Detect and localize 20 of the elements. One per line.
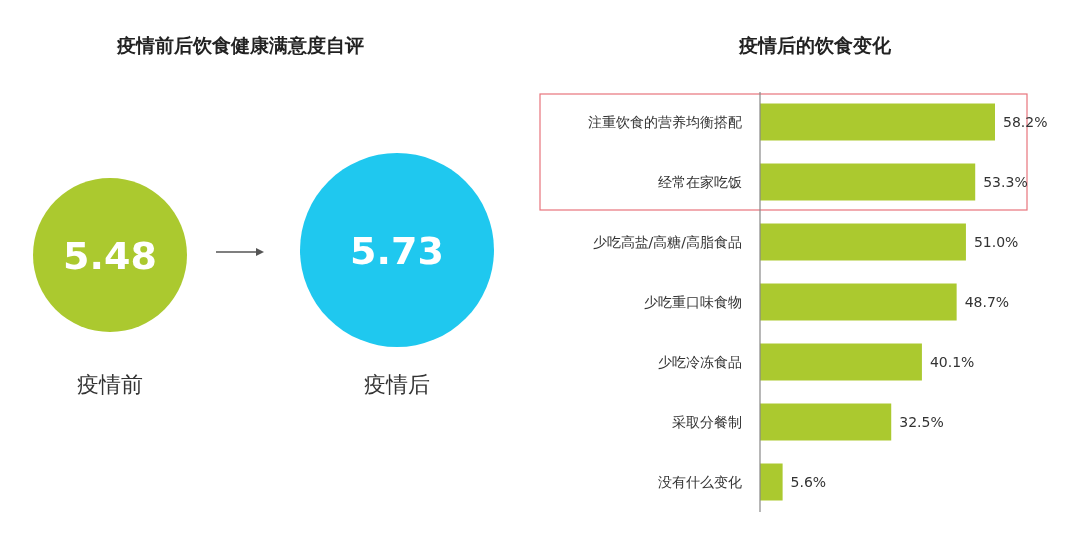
data-label: 58.2% — [1003, 114, 1048, 130]
y-tick-label: 少吃冷冻食品 — [658, 354, 742, 370]
data-label: 5.48 — [63, 234, 157, 278]
y-tick-label: 采取分餐制 — [672, 414, 742, 430]
y-tick-label: 经常在家吃饭 — [658, 174, 742, 190]
y-tick-label: 少吃重口味食物 — [644, 294, 742, 310]
data-label: 32.5% — [899, 414, 944, 430]
data-label: 5.73 — [350, 229, 444, 273]
category-label: 疫情后 — [364, 372, 430, 397]
data-label: 40.1% — [929, 354, 975, 370]
data-label: 48.7% — [964, 294, 1010, 310]
y-tick-label: 注重饮食的营养均衡搭配 — [588, 114, 742, 130]
data-label: 51.0% — [973, 234, 1019, 250]
chart-title: 疫情后的饮食变化 — [738, 34, 892, 56]
y-tick-label: 少吃高盐/高糖/高脂食品 — [592, 234, 742, 250]
category-label: 疫情前 — [77, 372, 143, 397]
data-label: 5.6% — [790, 474, 827, 490]
data-label: 53.3% — [983, 174, 1028, 190]
y-tick-label: 没有什么变化 — [658, 474, 742, 490]
text: 疫情前后饮食健康满意度自评 — [115, 34, 364, 56]
